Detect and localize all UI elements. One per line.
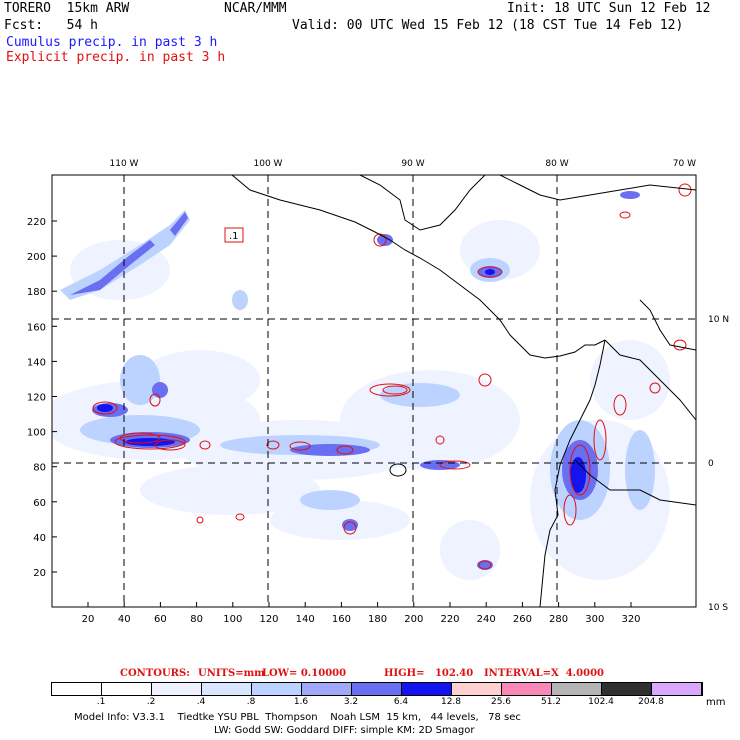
colorbar-swatch xyxy=(452,683,502,695)
colorbar xyxy=(51,682,703,696)
colorbar-label: .2 xyxy=(146,697,156,707)
x-tick-label: 220 xyxy=(440,614,459,625)
colorbar-swatch xyxy=(252,683,302,695)
colorbar-swatch xyxy=(202,683,252,695)
lon-label: 110 W xyxy=(110,159,139,169)
colorbar-label: 12.8 xyxy=(440,697,462,707)
contour-box-label: .1 xyxy=(229,231,239,242)
y-tick-label: 100 xyxy=(27,428,46,439)
colorbar-swatch xyxy=(102,683,152,695)
colorbar-swatch xyxy=(152,683,202,695)
y-tick-label: 80 xyxy=(33,463,46,474)
contours-high: HIGH= 102.40 xyxy=(384,668,474,679)
x-tick-label: 60 xyxy=(154,614,167,625)
x-tick-label: 240 xyxy=(477,614,496,625)
y-tick-label: 160 xyxy=(27,322,46,333)
colorbar-label: .8 xyxy=(246,697,256,707)
x-tick-label: 180 xyxy=(368,614,387,625)
graticule xyxy=(52,175,696,607)
y-tick-label: 220 xyxy=(27,217,46,228)
lon-label: 100 W xyxy=(254,159,283,169)
x-tick-label: 280 xyxy=(549,614,568,625)
colorbar-label: 51.2 xyxy=(540,697,562,707)
y-tick-label: 20 xyxy=(33,568,46,579)
contours-label: CONTOURS: xyxy=(120,668,190,679)
colorbar-label: 204.8 xyxy=(638,697,664,707)
forecast-hour: Fcst: 54 h xyxy=(4,18,98,33)
lat-label: 10 S xyxy=(708,603,728,613)
organization: NCAR/MMM xyxy=(224,1,287,16)
longitude-labels: 110 W 100 W 90 W 80 W 70 W xyxy=(110,159,697,169)
x-tick-label: 140 xyxy=(296,614,315,625)
init-time: Init: 18 UTC Sun 12 Feb 12 xyxy=(507,1,711,16)
colorbar-label: 3.2 xyxy=(343,697,359,707)
lon-label: 80 W xyxy=(545,159,568,169)
colorbar-swatch xyxy=(502,683,552,695)
model-info-line1: Model Info: V3.3.1 Tiedtke YSU PBL Thomp… xyxy=(74,712,521,723)
y-tick-label: 140 xyxy=(27,357,46,368)
model-info-line2: LW: Godd SW: Goddard DIFF: simple KM: 2D… xyxy=(214,725,475,736)
colorbar-swatch xyxy=(652,683,702,695)
coastline xyxy=(231,175,696,607)
x-tick-label: 100 xyxy=(223,614,242,625)
colorbar-swatch xyxy=(302,683,352,695)
map-frame xyxy=(51,174,697,608)
colorbar-label: 102.4 xyxy=(588,697,614,707)
contours-low: LOW= 0.10000 xyxy=(262,668,347,679)
y-tick-label: 60 xyxy=(33,498,46,509)
x-tick-label: 200 xyxy=(404,614,423,625)
y-tick-label: 180 xyxy=(27,287,46,298)
colorbar-label: 1.6 xyxy=(293,697,309,707)
latitude-labels: 10 N 0 10 S xyxy=(708,315,729,613)
field-title-cumulus: Cumulus precip. in past 3 h xyxy=(6,35,218,50)
x-tick-label: 320 xyxy=(621,614,640,625)
colorbar-swatch xyxy=(402,683,452,695)
colorbar-label: 6.4 xyxy=(393,697,409,707)
x-tick-label: 160 xyxy=(332,614,351,625)
x-tick-label: 80 xyxy=(190,614,203,625)
colorbar-swatch xyxy=(52,683,102,695)
x-tick-label: 120 xyxy=(259,614,278,625)
colorbar-swatch xyxy=(352,683,402,695)
explicit-contours xyxy=(92,183,692,570)
x-tick-label: 20 xyxy=(82,614,95,625)
lon-label: 90 W xyxy=(401,159,424,169)
x-tick-label: 260 xyxy=(513,614,532,625)
contours-interval: INTERVAL=X 4.0000 xyxy=(484,668,604,679)
contours-units: UNITS=mm xyxy=(198,668,265,679)
y-tick-label: 120 xyxy=(27,393,46,404)
x-tick-label: 40 xyxy=(118,614,131,625)
colorbar-label: .1 xyxy=(96,697,106,707)
field-title-explicit: Explicit precip. in past 3 h xyxy=(6,50,226,65)
colorbar-swatch xyxy=(602,683,652,695)
y-tick-label: 40 xyxy=(33,533,46,544)
y-axis-ticks: 20 40 60 80 100 120 140 160 180 200 220 xyxy=(27,217,57,579)
lat-label: 0 xyxy=(708,459,714,469)
colorbar-swatch xyxy=(552,683,602,695)
lon-label: 70 W xyxy=(673,159,696,169)
colorbar-label: 25.6 xyxy=(490,697,512,707)
contour-box xyxy=(224,227,244,243)
colorbar-unit: mm xyxy=(706,697,726,708)
colorbar-label: .4 xyxy=(196,697,206,707)
model-name: TORERO 15km ARW xyxy=(4,1,130,16)
x-tick-label: 300 xyxy=(585,614,604,625)
precip-layer xyxy=(52,175,696,607)
y-tick-label: 200 xyxy=(27,252,46,263)
x-axis-ticks: 20 40 60 80 100 120 140 160 180 200 220 240 260 280 30… xyxy=(82,602,641,625)
lat-label: 10 N xyxy=(708,315,729,325)
valid-time: Valid: 00 UTC Wed 15 Feb 12 (18 CST Tue … xyxy=(292,18,684,33)
